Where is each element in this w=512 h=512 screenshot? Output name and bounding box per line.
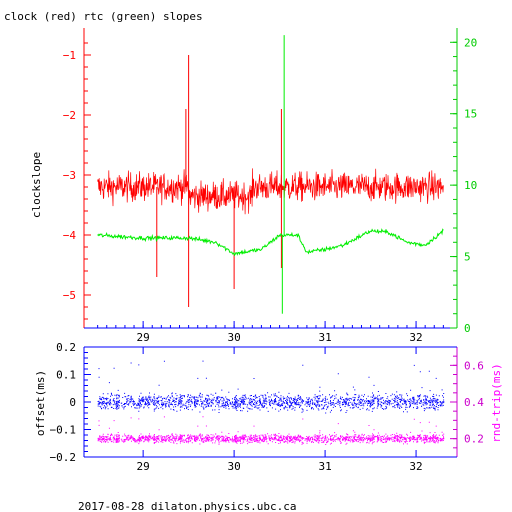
top-left-tick-label: −2 [63,109,76,122]
rtc-series [97,35,444,314]
rndtrip-points [97,416,445,445]
top-left-tick-label: −5 [63,289,76,302]
bottom-left-tick-label: 0 [69,396,76,409]
bottom-left-tick-label: 0.2 [56,341,76,354]
top-left-tick-label: −4 [63,229,77,242]
footer-text: 2017-08-28 dilaton.physics.ubc.ca [78,500,297,512]
bottom-right-tick-label: 0.6 [464,359,484,372]
bottom-y2label: rnd-trip(ms) [490,363,503,442]
bottom-x-tick-label: 32 [409,460,422,473]
bottom-x-tick-label: 31 [318,460,331,473]
bottom-left-ticks: 0.2 0.1 0 −0.1 −0.2 [50,341,91,464]
bottom-left-tick-label: −0.1 [50,424,77,437]
bottom-panel: offset(ms) rnd-trip(ms) 0.20.10−0.1−0.2 … [34,341,503,473]
offset-series [97,360,445,414]
rtc-line [97,228,444,257]
top-x-tick-label: 29 [137,331,150,344]
bottom-x-tick-label: 29 [137,460,150,473]
bottom-ylabel: offset(ms) [34,370,47,436]
bottom-x-tick-label: 30 [227,460,240,473]
clock-series [97,55,444,307]
top-right-tick-label: 5 [464,251,471,264]
bottom-right-tick-label: 0.2 [464,433,484,446]
offset-points [97,360,445,414]
rndtrip-series [97,416,445,445]
top-x-ticks: 29 30 31 32 [97,321,444,344]
top-right-tick-label: 15 [464,108,477,121]
top-ylabel: clockslope [30,152,43,218]
bottom-left-tick-label: 0.1 [56,369,76,382]
top-left-tick-label: −3 [63,169,76,182]
top-left-tick-label: −1 [63,49,76,62]
top-right-tick-label: 0 [464,322,471,335]
clock-line [97,168,444,215]
bottom-right-ticks: 0.2 0.4 0.6 [450,355,484,449]
top-left-ticks: −1 −2 −3 −4 −5 [63,42,91,320]
top-x-tick-label: 31 [318,331,331,344]
top-chart-title: clock (red) rtc (green) slopes [4,10,203,23]
bottom-x-ticks: 29 30 31 32 [137,347,423,473]
top-right-ticks: 0 5 10 15 20 [450,36,477,335]
top-right-tick-label: 20 [464,36,477,49]
bottom-right-tick-label: 0.4 [464,396,484,409]
bottom-left-tick-label: −0.2 [50,451,77,464]
top-x-tick-label: 30 [227,331,240,344]
top-panel: clock (red) rtc (green) slopes clockslop… [4,10,477,344]
top-right-tick-label: 10 [464,179,477,192]
top-x-tick-label: 32 [409,331,422,344]
